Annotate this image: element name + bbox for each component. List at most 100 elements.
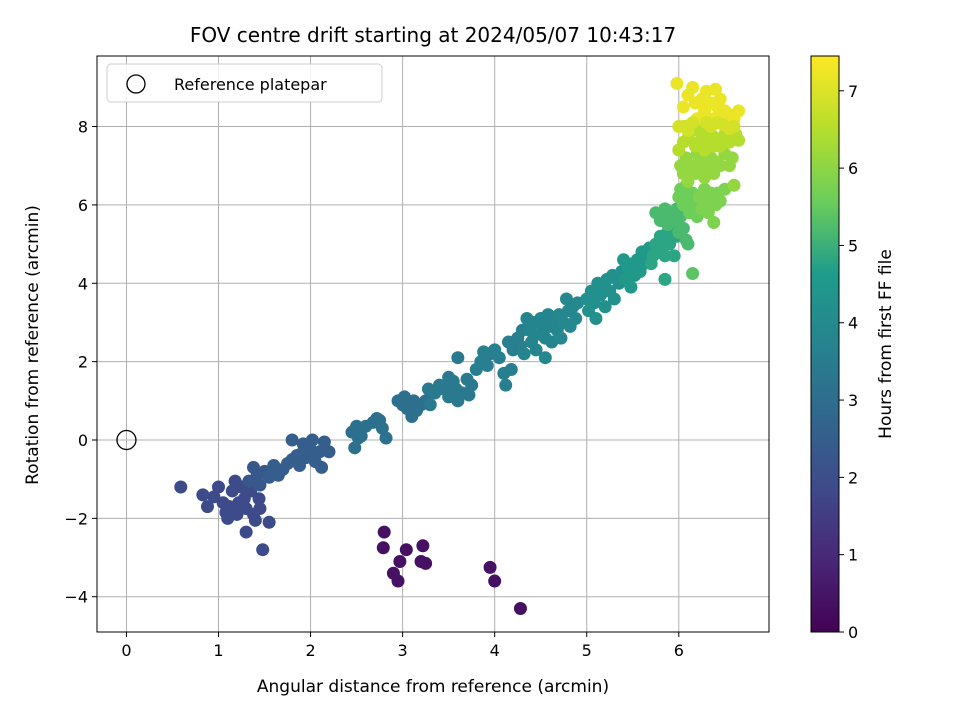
data-point [379, 431, 393, 445]
y-tick-label: 4 [78, 274, 88, 293]
data-point [462, 388, 476, 402]
chart-title: FOV centre drift starting at 2024/05/07 … [190, 23, 676, 47]
data-point [393, 554, 407, 568]
x-tick-label: 1 [213, 641, 223, 660]
data-point [391, 574, 405, 588]
data-point [256, 543, 270, 557]
colorbar: 0 1 2 3 4 5 6 7 Hours from first FF file [810, 55, 896, 642]
colorbar-gradient [810, 55, 840, 633]
reference-marker [116, 429, 137, 451]
x-tick-label: 4 [490, 641, 500, 660]
colorbar-tick-label: 4 [848, 314, 858, 333]
colorbar-tick-label: 2 [848, 468, 858, 487]
colorbar-tick-label: 1 [848, 546, 858, 565]
data-point [465, 378, 479, 392]
data-point [732, 104, 746, 118]
data-point [212, 480, 226, 494]
colorbar-label: Hours from first FF file [876, 249, 896, 439]
y-tick-label: −2 [64, 509, 88, 528]
data-point [253, 478, 267, 492]
data-point [670, 76, 684, 90]
data-point [517, 347, 531, 361]
y-tick-label: 0 [78, 431, 88, 450]
data-point [285, 433, 299, 447]
data-point [529, 343, 543, 357]
data-point [313, 445, 327, 459]
data-point [223, 500, 237, 514]
data-point [589, 312, 603, 326]
data-point [196, 488, 210, 502]
data-point [200, 500, 214, 514]
data-point [676, 221, 690, 235]
data-point [376, 541, 390, 555]
data-point [713, 159, 727, 173]
data-point [350, 419, 364, 433]
x-tick-label: 6 [674, 641, 684, 660]
data-point [377, 525, 391, 539]
reference-platepar-marker [116, 429, 137, 451]
legend-box [106, 63, 383, 103]
data-point [480, 359, 494, 373]
x-tick-label: 3 [398, 641, 408, 660]
grid-lines [97, 56, 769, 632]
data-point [451, 351, 465, 365]
data-point [207, 490, 221, 504]
data-point [667, 249, 681, 263]
data-point [727, 120, 741, 134]
data-point [686, 266, 700, 280]
data-point [348, 441, 362, 455]
data-point [488, 574, 502, 588]
data-point [399, 543, 413, 557]
data-point [492, 351, 506, 365]
y-axis-ticks: −4 −2 0 2 4 6 8 [64, 118, 97, 607]
data-point [554, 331, 568, 345]
colorbar-tick-label: 6 [848, 159, 858, 178]
y-tick-label: −4 [64, 588, 88, 607]
x-tick-label: 2 [305, 641, 315, 660]
data-point [442, 370, 456, 384]
data-point [499, 378, 513, 392]
data-point [624, 280, 638, 294]
data-point [244, 484, 258, 498]
data-point [538, 351, 552, 365]
data-point [569, 312, 583, 326]
data-point [713, 92, 727, 106]
data-point [598, 300, 612, 314]
data-point [727, 178, 741, 192]
data-point [423, 398, 437, 412]
data-point [317, 435, 331, 449]
data-point [658, 272, 672, 286]
data-point [709, 82, 723, 96]
data-point [686, 116, 700, 130]
data-point [732, 133, 746, 147]
data-points [174, 76, 746, 615]
y-axis-title: Rotation from reference (arcmin) [23, 205, 43, 485]
data-point [713, 194, 727, 208]
data-point [252, 492, 266, 506]
data-point [354, 429, 368, 443]
y-tick-label: 6 [78, 196, 88, 215]
colorbar-ticks: 0 1 2 3 4 5 6 7 [839, 82, 858, 642]
legend-open-circle-icon [126, 74, 146, 94]
x-axis-title: Angular distance from reference (arcmin) [257, 677, 609, 697]
y-tick-label: 8 [78, 118, 88, 137]
data-point [174, 480, 188, 494]
legend: Reference platepar [106, 63, 383, 103]
x-tick-label: 5 [582, 641, 592, 660]
y-tick-label: 2 [78, 353, 88, 372]
data-point [707, 216, 721, 230]
x-tick-label: 0 [121, 641, 131, 660]
colorbar-tick-label: 3 [848, 391, 858, 410]
data-point [253, 502, 267, 516]
data-point [322, 445, 336, 459]
x-axis-ticks: 0 1 2 3 4 5 6 [121, 632, 684, 660]
data-point [513, 601, 527, 615]
data-point [315, 460, 329, 474]
data-point [607, 292, 621, 306]
legend-label: Reference platepar [174, 75, 327, 94]
data-point [658, 249, 672, 263]
data-point [296, 437, 310, 451]
data-point [676, 100, 690, 114]
data-point [686, 80, 700, 94]
